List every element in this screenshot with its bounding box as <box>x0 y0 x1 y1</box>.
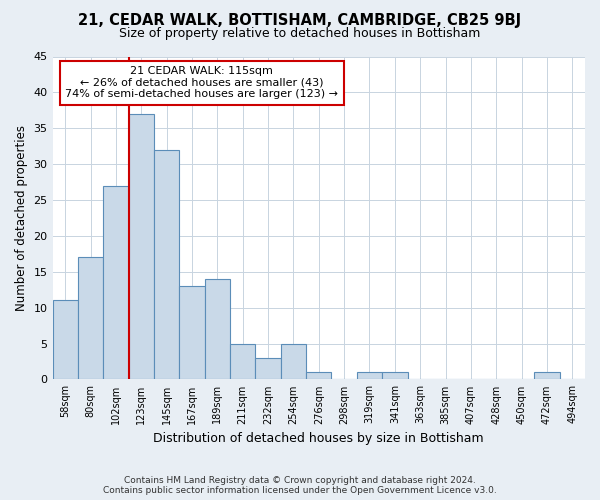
Bar <box>103 186 128 380</box>
Bar <box>382 372 407 380</box>
Bar <box>78 258 103 380</box>
Bar <box>205 279 230 380</box>
Bar <box>154 150 179 380</box>
Bar <box>179 286 205 380</box>
Bar <box>281 344 306 380</box>
Text: Size of property relative to detached houses in Bottisham: Size of property relative to detached ho… <box>119 28 481 40</box>
Bar <box>230 344 256 380</box>
X-axis label: Distribution of detached houses by size in Bottisham: Distribution of detached houses by size … <box>154 432 484 445</box>
Bar <box>128 114 154 380</box>
Y-axis label: Number of detached properties: Number of detached properties <box>15 125 28 311</box>
Text: Contains HM Land Registry data © Crown copyright and database right 2024.
Contai: Contains HM Land Registry data © Crown c… <box>103 476 497 495</box>
Text: 21 CEDAR WALK: 115sqm
← 26% of detached houses are smaller (43)
74% of semi-deta: 21 CEDAR WALK: 115sqm ← 26% of detached … <box>65 66 338 100</box>
Text: 21, CEDAR WALK, BOTTISHAM, CAMBRIDGE, CB25 9BJ: 21, CEDAR WALK, BOTTISHAM, CAMBRIDGE, CB… <box>79 12 521 28</box>
Bar <box>256 358 281 380</box>
Bar <box>357 372 382 380</box>
Bar <box>534 372 560 380</box>
Bar <box>306 372 331 380</box>
Bar <box>53 300 78 380</box>
